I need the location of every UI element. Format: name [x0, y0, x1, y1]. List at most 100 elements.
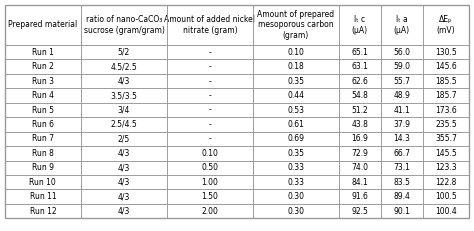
Bar [167, 117, 253, 132]
Text: 83.5: 83.5 [393, 178, 410, 187]
Bar [5, 132, 81, 146]
Bar [339, 117, 381, 132]
Bar [422, 45, 469, 60]
Bar [422, 103, 469, 117]
Text: 0.53: 0.53 [288, 106, 304, 115]
Text: 0.50: 0.50 [201, 163, 219, 172]
Bar [81, 60, 167, 74]
Text: -: - [209, 106, 211, 115]
Bar [422, 204, 469, 218]
Text: 5/2: 5/2 [118, 48, 130, 57]
Text: 173.6: 173.6 [435, 106, 457, 115]
Text: Iₜ c
(μA): Iₜ c (μA) [352, 15, 368, 34]
Text: 0.35: 0.35 [288, 149, 304, 158]
Bar [167, 204, 253, 218]
Text: 89.4: 89.4 [393, 192, 410, 201]
Text: 37.9: 37.9 [393, 120, 410, 129]
Bar [253, 60, 339, 74]
Bar [422, 175, 469, 189]
Bar [81, 175, 167, 189]
Text: 66.7: 66.7 [393, 149, 410, 158]
Text: Run 8: Run 8 [32, 149, 54, 158]
Text: 51.2: 51.2 [352, 106, 368, 115]
Text: 14.3: 14.3 [393, 134, 410, 143]
Text: 4/3: 4/3 [118, 77, 130, 86]
Bar [253, 132, 339, 146]
Text: Iₜ a
(μA): Iₜ a (μA) [393, 15, 410, 34]
Text: 74.0: 74.0 [351, 163, 368, 172]
Text: 100.5: 100.5 [435, 192, 457, 201]
Bar [5, 74, 81, 88]
Text: 2/5: 2/5 [118, 134, 130, 143]
Text: Run 4: Run 4 [32, 91, 54, 100]
Bar [81, 117, 167, 132]
Bar [339, 189, 381, 204]
Bar [339, 60, 381, 74]
Text: 122.8: 122.8 [435, 178, 456, 187]
Text: 4/3: 4/3 [118, 207, 130, 216]
Text: Run 10: Run 10 [29, 178, 56, 187]
Bar [381, 45, 422, 60]
Bar [422, 189, 469, 204]
Bar [381, 5, 422, 45]
Text: 123.3: 123.3 [435, 163, 457, 172]
Bar [5, 204, 81, 218]
Bar [5, 189, 81, 204]
Text: 43.8: 43.8 [351, 120, 368, 129]
Bar [422, 132, 469, 146]
Bar [381, 132, 422, 146]
Text: 65.1: 65.1 [351, 48, 368, 57]
Text: 73.1: 73.1 [393, 163, 410, 172]
Bar [339, 88, 381, 103]
Text: 355.7: 355.7 [435, 134, 457, 143]
Text: Run 12: Run 12 [29, 207, 56, 216]
Text: 4.5/2.5: 4.5/2.5 [110, 62, 137, 71]
Bar [81, 45, 167, 60]
Bar [81, 103, 167, 117]
Bar [253, 88, 339, 103]
Bar [339, 5, 381, 45]
Text: 72.9: 72.9 [351, 149, 368, 158]
Bar [253, 5, 339, 45]
Text: 0.33: 0.33 [288, 178, 304, 187]
Text: 91.6: 91.6 [351, 192, 368, 201]
Text: Run 3: Run 3 [32, 77, 54, 86]
Bar [167, 74, 253, 88]
Bar [339, 204, 381, 218]
Bar [5, 161, 81, 175]
Bar [422, 161, 469, 175]
Text: 59.0: 59.0 [393, 62, 410, 71]
Bar [5, 60, 81, 74]
Text: 4/3: 4/3 [118, 149, 130, 158]
Text: 4/3: 4/3 [118, 192, 130, 201]
Bar [339, 45, 381, 60]
Text: 54.8: 54.8 [351, 91, 368, 100]
Bar [167, 45, 253, 60]
Bar [422, 88, 469, 103]
Text: 0.69: 0.69 [288, 134, 304, 143]
Text: Run 11: Run 11 [29, 192, 56, 201]
Text: 0.35: 0.35 [288, 77, 304, 86]
Bar [81, 132, 167, 146]
Bar [253, 117, 339, 132]
Text: Prepared material: Prepared material [8, 20, 77, 29]
Text: Run 9: Run 9 [32, 163, 54, 172]
Text: 0.30: 0.30 [288, 207, 304, 216]
Bar [5, 146, 81, 161]
Text: Amount of prepared
mesoporous carbon
(gram): Amount of prepared mesoporous carbon (gr… [257, 10, 335, 40]
Text: 0.18: 0.18 [288, 62, 304, 71]
Text: 48.9: 48.9 [393, 91, 410, 100]
Text: 0.10: 0.10 [201, 149, 219, 158]
Text: 63.1: 63.1 [351, 62, 368, 71]
Text: 3/4: 3/4 [118, 106, 130, 115]
Bar [253, 161, 339, 175]
Text: 16.9: 16.9 [351, 134, 368, 143]
Text: 185.5: 185.5 [435, 77, 457, 86]
Bar [339, 161, 381, 175]
Text: -: - [209, 134, 211, 143]
Bar [5, 88, 81, 103]
Text: 2.00: 2.00 [201, 207, 219, 216]
Bar [167, 60, 253, 74]
Text: 56.0: 56.0 [393, 48, 410, 57]
Bar [253, 204, 339, 218]
